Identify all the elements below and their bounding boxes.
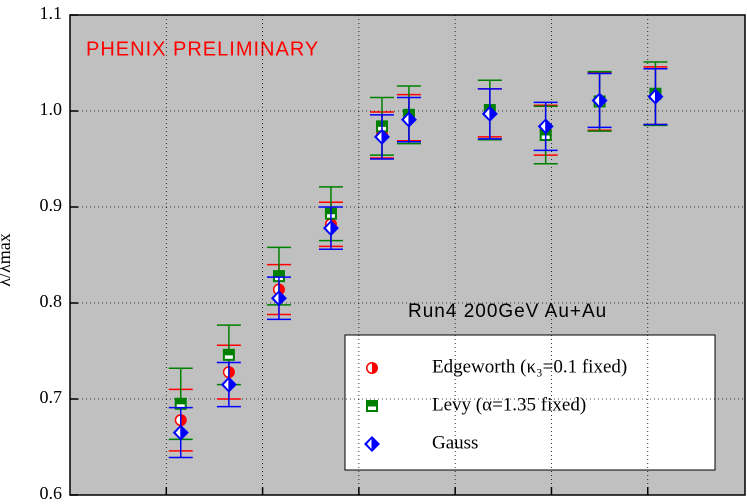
marker (647, 88, 664, 105)
marker-half (176, 404, 185, 408)
marker-shape (222, 348, 235, 361)
marker-half (484, 108, 490, 119)
marker (537, 118, 554, 135)
legend-label: Gauss (432, 432, 478, 453)
marker-half (368, 406, 376, 410)
marker-half (273, 293, 279, 304)
marker-shape (270, 290, 287, 307)
marker (222, 348, 235, 361)
legend-label: Levy (α=1.35 fixed) (432, 394, 586, 415)
marker-shape (172, 424, 189, 441)
marker (270, 290, 287, 307)
y-tick-label: 0.6 (40, 483, 63, 503)
marker (400, 111, 417, 128)
marker-shape (481, 105, 498, 122)
marker-half (223, 379, 229, 390)
marker-shape (400, 111, 417, 128)
legend (344, 334, 716, 471)
marker-shape (220, 376, 237, 393)
marker-half (176, 415, 181, 425)
marker-half (224, 355, 233, 359)
marker (366, 362, 378, 374)
marker-half (540, 121, 546, 132)
marker-half (367, 363, 372, 373)
y-tick-label: 0.8 (40, 291, 63, 311)
y-tick-label: 1.0 (40, 99, 63, 119)
marker-shape (366, 400, 378, 412)
y-axis-label: λ/λmax (0, 233, 14, 286)
y-tick-label: 1.1 (40, 3, 63, 23)
marker-half (224, 367, 229, 377)
marker-half (175, 427, 181, 438)
marker-shape (364, 436, 380, 452)
marker (220, 376, 237, 393)
marker-half (367, 439, 372, 449)
marker-half (650, 91, 655, 102)
y-tick-label: 0.9 (40, 195, 63, 215)
marker-shape (647, 88, 664, 105)
marker-shape (373, 128, 390, 145)
marker (322, 220, 339, 237)
marker (172, 424, 189, 441)
marker-shape (591, 92, 608, 109)
marker-half (403, 114, 409, 125)
annotation: PHENIX PRELIMINARY (86, 38, 319, 60)
marker (366, 400, 378, 412)
legend-label: Edgeworth (κ₃=0.1 fixed) (432, 356, 627, 377)
y-tick-label: 0.7 (40, 387, 63, 407)
marker-half (376, 131, 382, 142)
marker (364, 436, 380, 452)
annotation: Run4 200GeV Au+Au (408, 301, 607, 322)
marker-shape (537, 118, 554, 135)
marker-half (325, 223, 331, 234)
marker-half (594, 95, 600, 106)
marker-shape (322, 220, 339, 237)
marker (591, 92, 608, 109)
marker (174, 397, 187, 410)
marker (481, 105, 498, 122)
marker (373, 128, 390, 145)
